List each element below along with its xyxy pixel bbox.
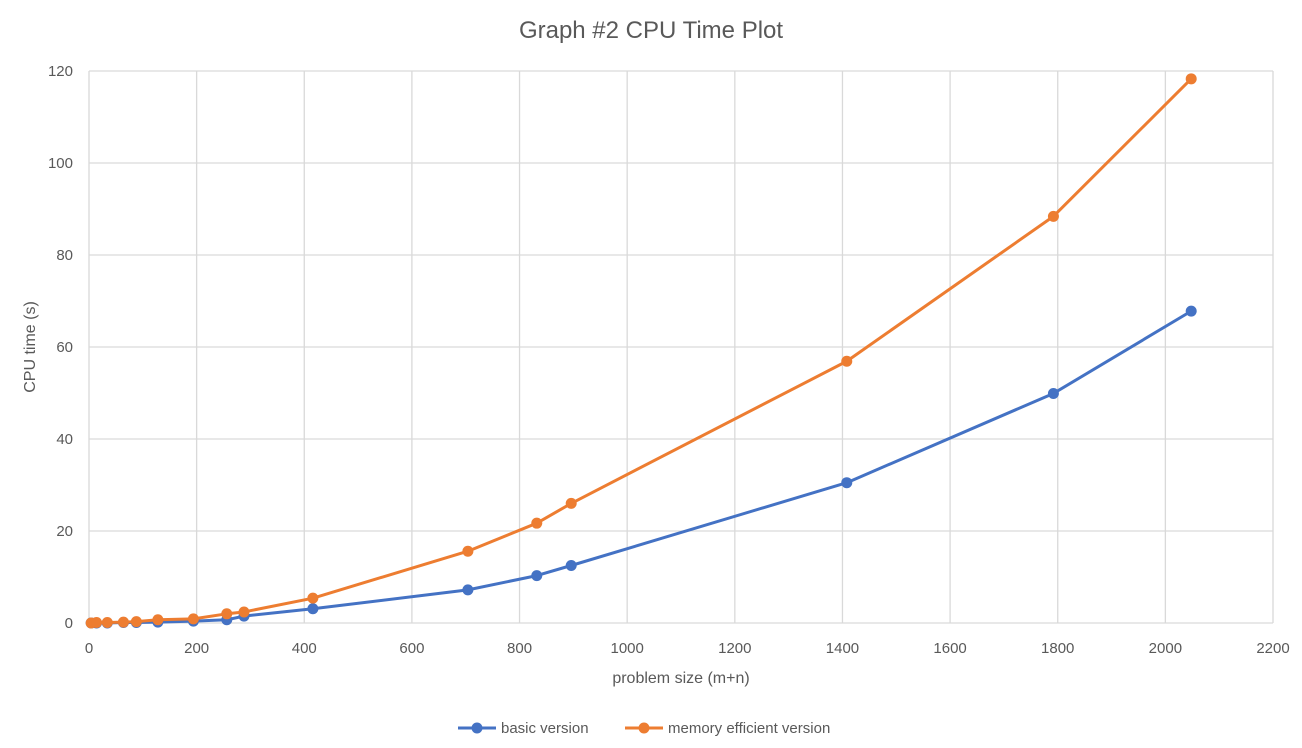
y-tick-label: 120 <box>48 63 73 80</box>
data-point <box>307 592 319 604</box>
x-tick-label: 800 <box>507 640 532 657</box>
y-tick-label: 0 <box>65 615 73 632</box>
x-axis-label: problem size (m+n) <box>612 670 749 687</box>
data-point <box>462 584 474 596</box>
y-tick-label: 20 <box>56 523 73 540</box>
data-point <box>238 606 250 618</box>
y-tick-label: 60 <box>56 339 73 356</box>
data-point <box>841 477 853 489</box>
y-axis-label: CPU time (s) <box>22 301 39 393</box>
series-2 <box>85 73 1197 629</box>
x-tick-label: 1800 <box>1041 640 1074 657</box>
data-point <box>1185 73 1197 85</box>
x-tick-label: 1400 <box>826 640 859 657</box>
x-tick-label: 400 <box>292 640 317 657</box>
data-point <box>565 497 577 509</box>
data-point <box>221 608 233 620</box>
series-line <box>91 77 1193 625</box>
data-point <box>307 603 319 615</box>
data-point <box>1047 210 1059 222</box>
y-tick-label: 80 <box>56 247 73 264</box>
y-tick-label: 100 <box>48 155 73 172</box>
data-point <box>91 617 103 629</box>
x-tick-label: 1600 <box>933 640 966 657</box>
axis-ticks: 0 200 400 600 800 1000 1200 1400 1600 1800 2000 220… <box>48 63 1290 657</box>
legend-label: memory efficient version <box>668 720 830 737</box>
data-point <box>152 614 164 626</box>
legend-swatch-marker <box>471 722 483 734</box>
x-tick-label: 2000 <box>1149 640 1182 657</box>
data-series <box>85 73 1197 629</box>
legend: basic version memory efficient version <box>458 720 830 737</box>
chart-title: Graph #2 CPU Time Plot <box>519 17 783 44</box>
legend-label: basic version <box>501 720 589 737</box>
y-tick-label: 40 <box>56 431 73 448</box>
x-tick-label: 600 <box>399 640 424 657</box>
legend-item: basic version <box>458 720 589 737</box>
data-point <box>565 560 577 571</box>
x-tick-label: 1200 <box>718 640 751 657</box>
x-tick-label: 200 <box>184 640 209 657</box>
x-tick-label: 1000 <box>610 640 643 657</box>
legend-item: memory efficient version <box>625 720 830 737</box>
data-point <box>187 613 199 625</box>
data-point <box>117 616 129 628</box>
data-point <box>531 517 543 529</box>
data-point <box>101 617 113 629</box>
data-point <box>1185 305 1197 317</box>
grid-lines <box>88 70 1274 624</box>
data-point <box>130 616 142 628</box>
data-point <box>462 545 474 557</box>
x-tick-label: 0 <box>85 640 93 657</box>
data-point <box>531 570 543 582</box>
data-point <box>1047 387 1059 399</box>
x-tick-label: 2200 <box>1256 640 1289 657</box>
legend-swatch-marker <box>638 722 650 734</box>
data-point <box>841 355 853 367</box>
